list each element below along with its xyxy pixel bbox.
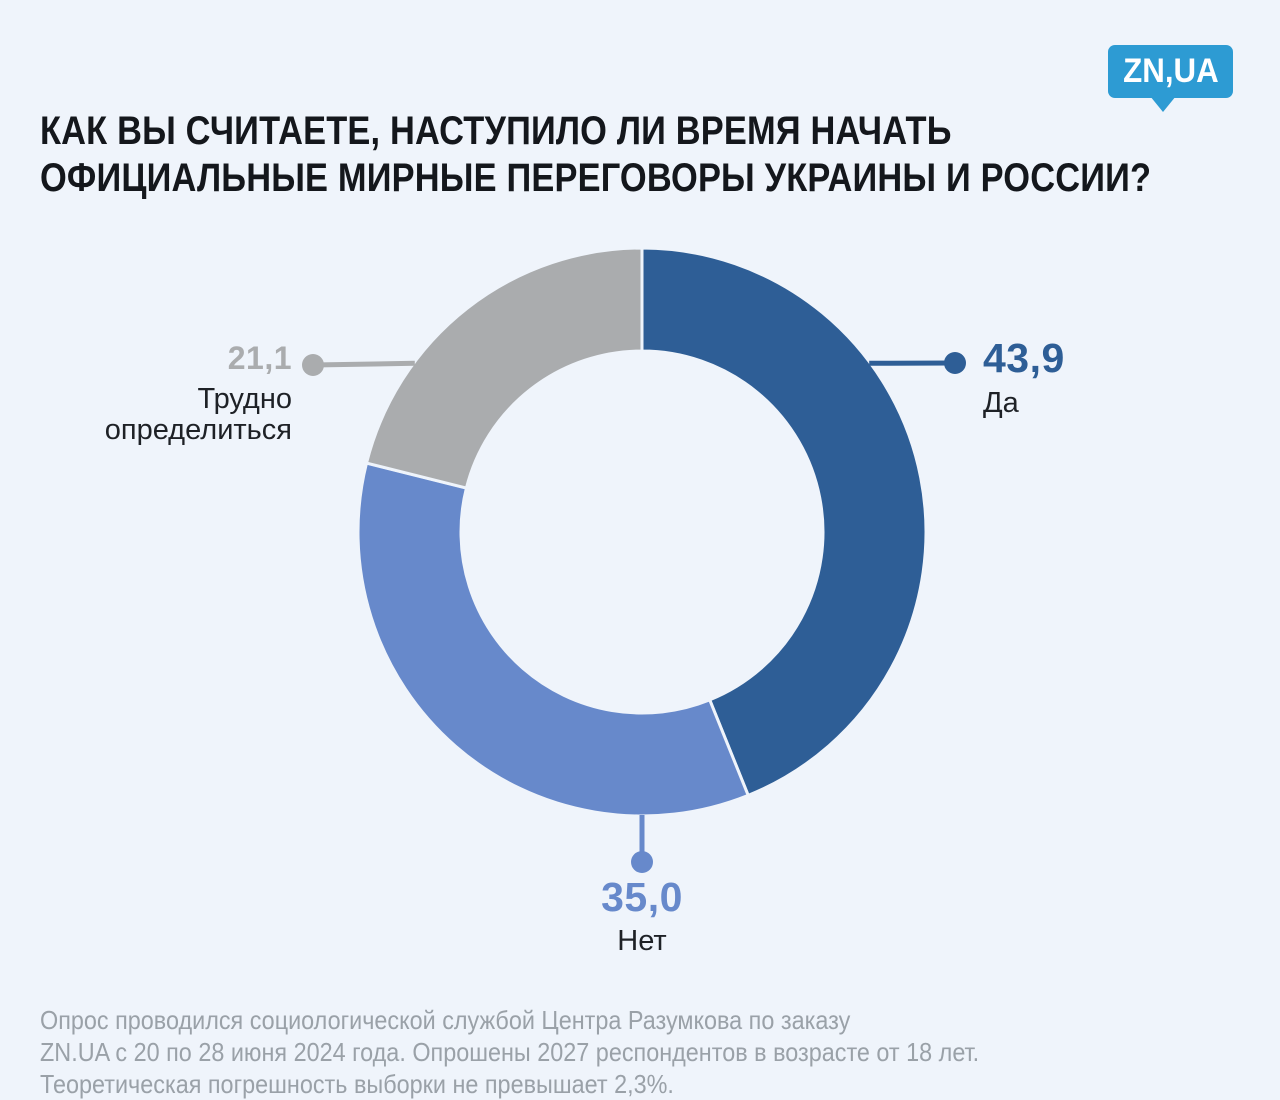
- footer-note-line-1: Опрос проводился социологической службой…: [40, 1005, 851, 1035]
- zn-ua-logo-text: ZN,UA: [1122, 52, 1219, 90]
- connector-dot-2: [302, 354, 324, 376]
- category-label-undecided: Трудно определиться: [104, 383, 292, 446]
- speech-bubble-tail-icon: [1150, 96, 1176, 112]
- connector-dot-1: [631, 851, 653, 873]
- donut-segment-2: [364, 246, 644, 490]
- callout-yes: 43,9 Да: [983, 338, 1065, 419]
- category-label-yes: Да: [983, 387, 1019, 419]
- value-label-yes: 43,9: [983, 335, 1065, 381]
- footer-note-line-2: ZN.UA с 20 по 28 июня 2024 года. Опрошен…: [40, 1037, 980, 1067]
- value-label-undecided: 21,1: [227, 340, 292, 376]
- page-title-line-1: КАК ВЫ СЧИТАЕТЕ, НАСТУПИЛО ЛИ ВРЕМЯ НАЧА…: [40, 109, 952, 153]
- footer-note: Опрос проводился социологической службой…: [40, 1004, 979, 1100]
- category-label-no: Нет: [617, 925, 667, 957]
- footer-note-line-3: Теоретическая погрешность выборки не пре…: [40, 1069, 674, 1099]
- value-label-no: 35,0: [601, 874, 683, 920]
- connector-line-2: [312, 360, 415, 368]
- zn-ua-logo: ZN,UA: [1108, 45, 1233, 112]
- donut-segment-0: [640, 246, 928, 797]
- donut-segment-1: [356, 461, 750, 818]
- callout-undecided: 21,1 Трудно определиться: [42, 342, 292, 446]
- connector-dot-0: [944, 352, 966, 374]
- page-title: КАК ВЫ СЧИТАЕТЕ, НАСТУПИЛО ЛИ ВРЕМЯ НАЧА…: [40, 108, 1151, 202]
- page-title-line-2: ОФИЦИАЛЬНЫЕ МИРНЫЕ ПЕРЕГОВОРЫ УКРАИНЫ И …: [40, 156, 1152, 200]
- callout-no: 35,0 Нет: [601, 877, 683, 957]
